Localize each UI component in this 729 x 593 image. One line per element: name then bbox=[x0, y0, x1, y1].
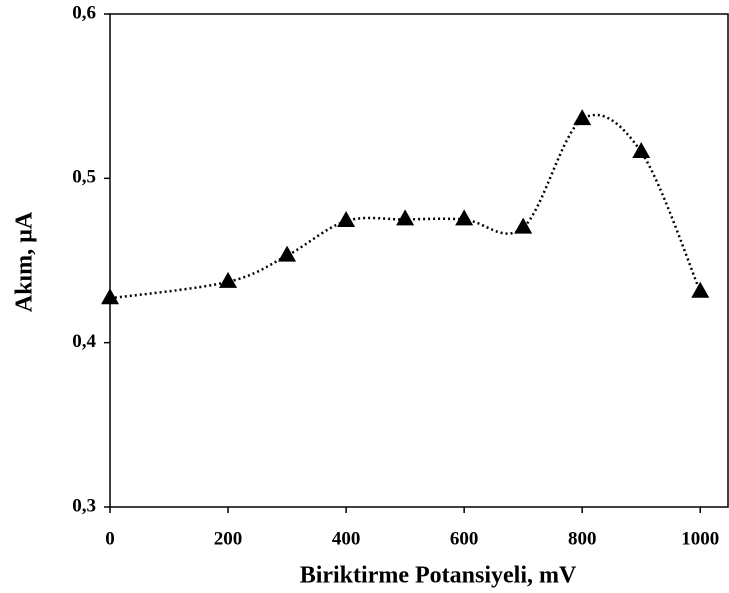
data-point bbox=[219, 271, 238, 288]
x-tick-label: 800 bbox=[568, 528, 597, 549]
data-point bbox=[337, 211, 356, 228]
data-point bbox=[396, 209, 415, 226]
y-tick-label: 0,5 bbox=[72, 167, 96, 188]
trend-line bbox=[109, 113, 702, 300]
x-tick-label: 1000 bbox=[681, 528, 719, 549]
y-axis-label: Akım, µA bbox=[12, 211, 38, 312]
data-point bbox=[101, 288, 119, 305]
x-tick-label: 600 bbox=[450, 528, 479, 549]
plot-frame bbox=[109, 13, 729, 508]
data-point bbox=[514, 217, 533, 234]
y-tick-label: 0,4 bbox=[72, 331, 96, 352]
x-tick-label: 0 bbox=[105, 528, 115, 549]
data-point bbox=[455, 209, 474, 226]
y-tick-label: 0,3 bbox=[72, 495, 96, 516]
data-point bbox=[691, 281, 710, 298]
data-point bbox=[573, 109, 592, 126]
data-point bbox=[632, 142, 651, 159]
x-tick-label: 400 bbox=[332, 528, 361, 549]
data-point bbox=[278, 245, 297, 262]
x-axis-label: Biriktirme Potansiyeli, mV bbox=[300, 563, 577, 589]
y-tick-label: 0,6 bbox=[72, 2, 96, 23]
x-tick-label: 200 bbox=[214, 528, 243, 549]
